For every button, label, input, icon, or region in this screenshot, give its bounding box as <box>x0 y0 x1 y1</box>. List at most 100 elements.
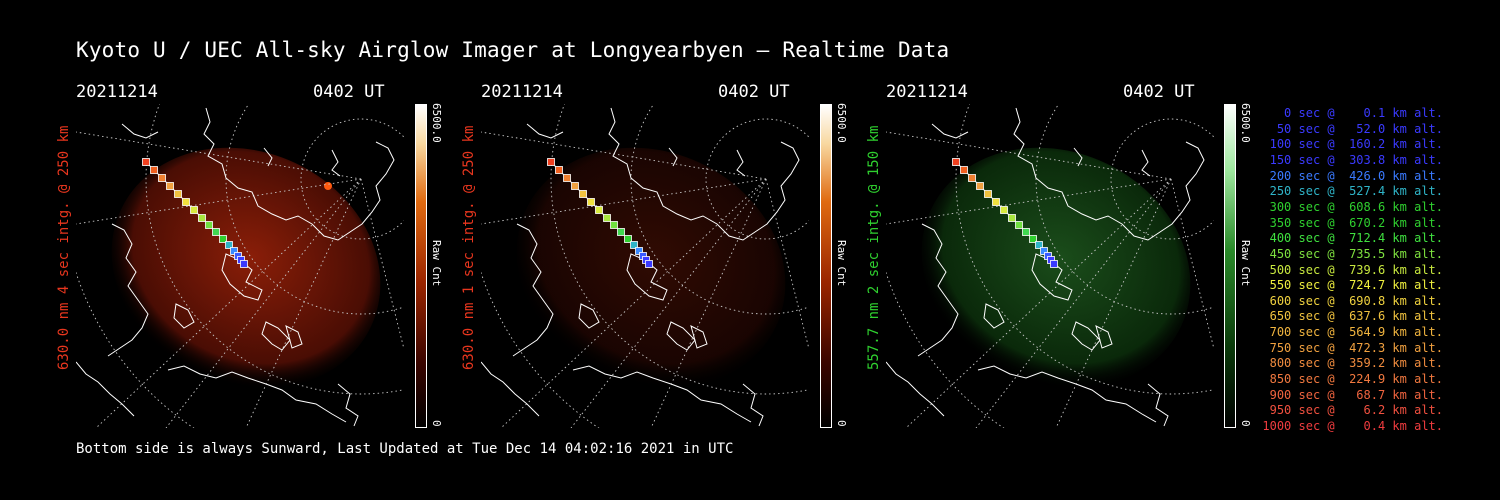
panel-3-time: 0402 UT <box>1123 82 1195 102</box>
coastline <box>1013 107 1205 241</box>
coastline <box>173 303 195 329</box>
trajectory-marker <box>579 190 587 198</box>
altitude-legend-row: 0 sec @ 0.1 km alt. <box>1262 106 1443 120</box>
trajectory-marker <box>635 247 643 255</box>
trajectory-marker <box>1029 235 1037 243</box>
altitude-legend-row: 200 sec @ 426.0 km alt. <box>1262 168 1443 183</box>
coastline <box>512 223 554 357</box>
longitude-line <box>165 178 362 428</box>
trajectory-marker <box>230 247 238 255</box>
trajectory-marker <box>555 166 563 174</box>
coastline <box>167 365 347 423</box>
panel-1-colorbar <box>415 104 427 428</box>
panel-3-date: 20211214 <box>886 82 968 102</box>
panel-2-colorbar <box>820 104 832 428</box>
coastline <box>977 365 1157 423</box>
latitude-circle <box>630 104 809 315</box>
panel-3-cbar-unit: Raw Cnt <box>1239 240 1252 287</box>
longitude-line <box>1055 178 1172 428</box>
altitude-legend-row: 750 sec @ 472.3 km alt. <box>1262 340 1443 355</box>
altitude-legend-row: 1000 sec @ 0.4 km alt. <box>1262 419 1443 433</box>
coastline <box>481 361 540 417</box>
longitude-line <box>481 131 767 180</box>
longitude-line <box>975 178 1172 428</box>
longitude-line <box>886 131 1172 180</box>
trajectory-marker <box>603 214 611 222</box>
altitude-legend-row: 700 sec @ 564.9 km alt. <box>1262 325 1443 340</box>
coastline <box>578 303 600 329</box>
trajectory-marker <box>610 221 618 229</box>
panel-2-time: 0402 UT <box>718 82 790 102</box>
trajectory-marker <box>150 166 158 174</box>
trajectory-marker <box>571 182 579 190</box>
bright-spot <box>324 182 332 190</box>
airglow-region <box>111 147 381 389</box>
trajectory-marker <box>952 158 960 166</box>
coastline <box>1147 383 1169 427</box>
altitude-legend-row: 600 sec @ 690.8 km alt. <box>1262 293 1443 308</box>
coastline <box>666 321 696 351</box>
panel-1-time: 0402 UT <box>313 82 385 102</box>
longitude-line <box>650 178 767 428</box>
latitude-circle <box>1035 104 1214 315</box>
panel-2-cbar-unit: Raw Cnt <box>835 240 848 287</box>
altitude-legend-row: 50 sec @ 52.0 km alt. <box>1262 121 1443 136</box>
footer-status: Bottom side is always Sunward, Last Upda… <box>76 441 734 457</box>
trajectory-marker <box>617 228 625 236</box>
panel-1-cbar-max: 6500.0 <box>430 103 443 143</box>
trajectory-marker <box>992 198 1000 206</box>
coastline <box>1095 325 1113 349</box>
trajectory-marker <box>624 235 632 243</box>
airglow-region <box>516 147 786 389</box>
coastline <box>736 149 746 177</box>
trajectory-marker <box>190 206 198 214</box>
coastline <box>285 325 303 349</box>
trajectory-marker <box>563 174 571 182</box>
trajectory-marker <box>198 214 206 222</box>
panel-1-map <box>76 104 404 428</box>
trajectory-marker <box>142 158 150 166</box>
panel-1-ylabel: 630.0 nm 4 sec intg. @ 250 km <box>56 125 72 370</box>
trajectory-marker <box>182 198 190 206</box>
trajectory-marker <box>174 190 182 198</box>
trajectory-marker <box>1050 260 1058 268</box>
trajectory-marker <box>166 182 174 190</box>
trajectory-marker <box>1000 206 1008 214</box>
coastline <box>261 321 291 351</box>
trajectory-marker <box>1040 247 1048 255</box>
panel-3-image[interactable] <box>886 104 1214 428</box>
altitude-legend-row: 950 sec @ 6.2 km alt. <box>1262 403 1443 418</box>
altitude-legend-row: 250 sec @ 527.4 km alt. <box>1262 184 1443 199</box>
latitude-circle <box>955 104 1214 395</box>
panel-2-image[interactable] <box>481 104 809 428</box>
altitude-legend-row: 100 sec @ 160.2 km alt. <box>1262 137 1443 152</box>
coastline <box>742 383 764 427</box>
trajectory-marker <box>225 241 233 249</box>
coastline <box>121 123 159 139</box>
panel-1-cbar-min: 0 <box>430 420 443 427</box>
coastline <box>526 123 564 139</box>
trajectory-marker <box>1015 221 1023 229</box>
trajectory-marker <box>158 174 166 182</box>
trajectory-marker <box>240 260 248 268</box>
longitude-line <box>76 131 362 180</box>
altitude-legend-row: 900 sec @ 68.7 km alt. <box>1262 387 1443 402</box>
panel-1-date: 20211214 <box>76 82 158 102</box>
coastline <box>263 147 273 167</box>
altitude-legend-row: 850 sec @ 224.9 km alt. <box>1262 372 1443 387</box>
altitude-legend-row: 450 sec @ 735.5 km alt. <box>1262 246 1443 261</box>
trajectory-marker <box>205 221 213 229</box>
panel-3-cbar-min: 0 <box>1239 420 1252 427</box>
longitude-line <box>245 178 362 428</box>
altitude-legend-row: 800 sec @ 359.2 km alt. <box>1262 356 1443 371</box>
coastline <box>690 325 708 349</box>
longitude-line <box>76 178 362 225</box>
panel-2-cbar-min: 0 <box>835 420 848 427</box>
panel-1-image[interactable] <box>76 104 404 428</box>
altitude-legend-row: 150 sec @ 303.8 km alt. <box>1262 152 1443 167</box>
coastline <box>1071 321 1101 351</box>
altitude-legend-row: 650 sec @ 637.6 km alt. <box>1262 309 1443 324</box>
panel-1-cbar-unit: Raw Cnt <box>430 240 443 287</box>
coastline <box>331 149 341 177</box>
trajectory-marker <box>219 235 227 243</box>
